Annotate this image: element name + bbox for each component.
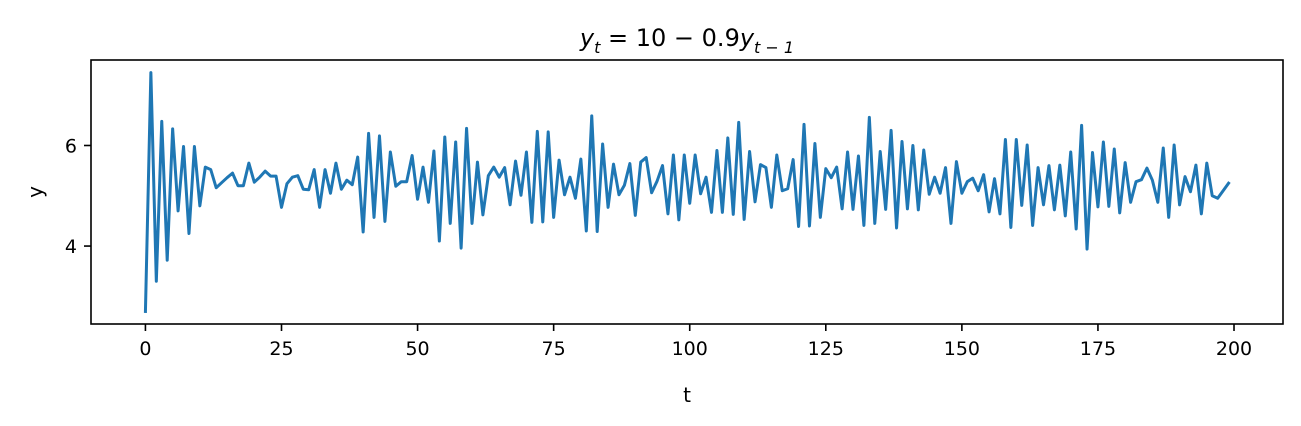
chart-title: yt = 10 − 0.9yt − 1 <box>579 24 794 57</box>
x-tick-label: 200 <box>1216 338 1252 360</box>
x-tick-label: 150 <box>944 338 980 360</box>
x-tick-label: 0 <box>139 338 151 360</box>
y-axis-label: y <box>23 186 47 198</box>
x-tick-label: 175 <box>1080 338 1116 360</box>
x-tick-label: 75 <box>542 338 566 360</box>
x-axis-label: t <box>683 383 691 407</box>
plot-area: 0 25 50 75 100 125 150 175 200 4 6 <box>65 59 1284 360</box>
x-tick-label: 50 <box>405 338 429 360</box>
plot-frame <box>90 59 1284 325</box>
x-tick-label: 25 <box>269 338 293 360</box>
x-tick-label: 100 <box>672 338 708 360</box>
y-tick-label: 4 <box>65 236 77 258</box>
y-tick-label: 6 <box>65 135 77 157</box>
series-line <box>143 71 1231 313</box>
x-tick-label: 125 <box>808 338 844 360</box>
